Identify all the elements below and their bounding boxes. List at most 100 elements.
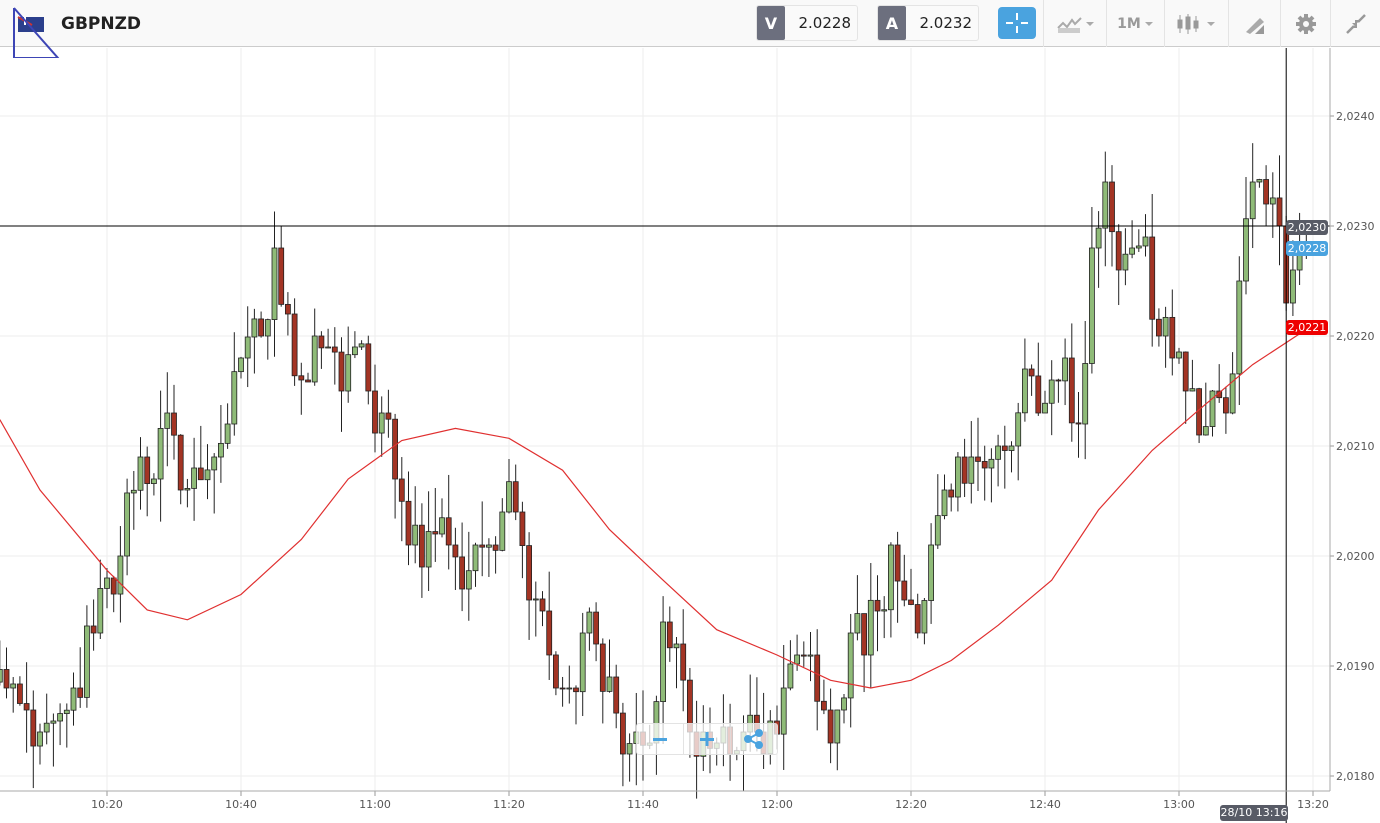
chart-type-button[interactable]	[1164, 0, 1228, 47]
candle-down	[77, 687, 84, 698]
timeframe-button[interactable]: 1M	[1106, 0, 1164, 47]
x-tick-label: 12:20	[895, 798, 927, 811]
candle-up	[988, 458, 995, 469]
candle-up	[472, 544, 479, 572]
candle-down	[459, 556, 466, 590]
candle-up	[204, 469, 211, 481]
candle-down	[197, 467, 204, 481]
settings-button[interactable]	[1280, 0, 1330, 47]
candle-down	[1115, 231, 1122, 271]
chevron-down-icon	[1144, 21, 1153, 26]
candle-down	[445, 517, 452, 546]
candle-down	[599, 643, 606, 692]
candle-up	[579, 632, 586, 693]
candle-up	[37, 731, 43, 747]
candle-down	[559, 687, 566, 690]
candle-down	[284, 303, 291, 315]
candle-up	[995, 445, 1001, 460]
y-tick-label: 2,0220	[1336, 330, 1375, 343]
candle-down	[432, 531, 439, 535]
y-tick-label: 2,0210	[1336, 440, 1375, 453]
candle-up	[10, 683, 17, 689]
candle-up	[586, 611, 593, 634]
candle-up	[1102, 181, 1109, 229]
price-chart[interactable]: 2,0240 2,0230 2,0220 2,0210 2,0200 2,0190 2,01…	[0, 48, 1380, 823]
candle-up	[834, 709, 841, 744]
candle-up	[43, 722, 50, 733]
buy-price-button[interactable]: A 2.0232	[877, 5, 979, 41]
candle-down	[620, 712, 626, 755]
candle-down	[613, 676, 620, 714]
candle-up	[1095, 227, 1102, 249]
candle-up	[1008, 445, 1015, 451]
candle-up	[351, 346, 358, 356]
candle-down	[418, 524, 425, 568]
candle-up	[224, 423, 231, 444]
candle-up	[1209, 390, 1216, 427]
candle-up	[264, 319, 271, 337]
candle-up	[606, 676, 613, 692]
candle-up	[1122, 253, 1129, 271]
candle-down	[258, 318, 265, 337]
candle-up	[164, 412, 171, 429]
candle-down	[539, 598, 546, 612]
crosshair-button[interactable]	[998, 7, 1036, 39]
candle-down	[821, 700, 827, 711]
candle-down	[948, 489, 955, 498]
zoom-out-button[interactable]	[637, 724, 684, 754]
candle-down	[291, 313, 298, 377]
x-tick-label: 13:00	[1163, 798, 1195, 811]
symbol-title: GBPNZD	[61, 14, 142, 34]
candle-up	[1142, 236, 1149, 247]
draw-icon	[1245, 17, 1264, 34]
x-tick-label: 11:00	[359, 798, 391, 811]
x-tick-label: 13:20	[1297, 798, 1329, 811]
candle-up	[660, 621, 666, 703]
draw-button[interactable]	[1228, 0, 1280, 47]
candle-up	[532, 598, 539, 601]
candle-down	[90, 625, 97, 634]
candle-down	[23, 703, 30, 711]
candle-down	[1169, 316, 1176, 359]
candle-up	[499, 511, 506, 551]
candle-up	[485, 544, 492, 548]
candle-up	[0, 669, 3, 683]
candle-down	[894, 544, 901, 582]
sell-price-button[interactable]: V 2.0228	[756, 5, 858, 41]
y-tick-label: 2,0180	[1336, 770, 1375, 783]
candle-down	[1001, 445, 1008, 451]
candle-up	[1062, 357, 1068, 382]
candle-down	[365, 343, 372, 392]
candle-up	[325, 346, 332, 349]
buy-price: 2.0232	[919, 14, 973, 32]
candle-up	[425, 531, 432, 568]
candle-up	[378, 412, 385, 434]
x-tick-label: 10:40	[225, 798, 257, 811]
candle-down	[553, 654, 559, 689]
gb-nz-flag-icon	[13, 7, 60, 58]
candle-up	[439, 517, 445, 535]
share-icon	[744, 729, 763, 749]
candle-up	[1048, 379, 1055, 404]
candle-down	[16, 683, 23, 704]
collapse-button[interactable]	[1330, 0, 1380, 47]
candle-down	[914, 604, 921, 634]
candle-down	[961, 456, 968, 484]
candle-up	[847, 632, 854, 699]
candle-up	[1202, 426, 1209, 436]
share-button[interactable]	[731, 724, 777, 754]
candle-down	[398, 478, 405, 502]
candle-up	[1022, 368, 1028, 414]
candle-up	[928, 544, 934, 601]
zoom-in-button[interactable]	[684, 724, 731, 754]
candle-up	[841, 697, 847, 711]
candle-down	[479, 544, 486, 548]
candle-up	[626, 743, 633, 755]
candle-down	[800, 654, 807, 657]
indicators-button[interactable]	[1043, 0, 1106, 47]
candle-up	[1176, 351, 1182, 359]
candle-up	[881, 609, 888, 612]
candle-up	[211, 456, 218, 471]
candle-up	[1129, 247, 1135, 255]
y-tick-label: 2,0200	[1336, 550, 1375, 563]
